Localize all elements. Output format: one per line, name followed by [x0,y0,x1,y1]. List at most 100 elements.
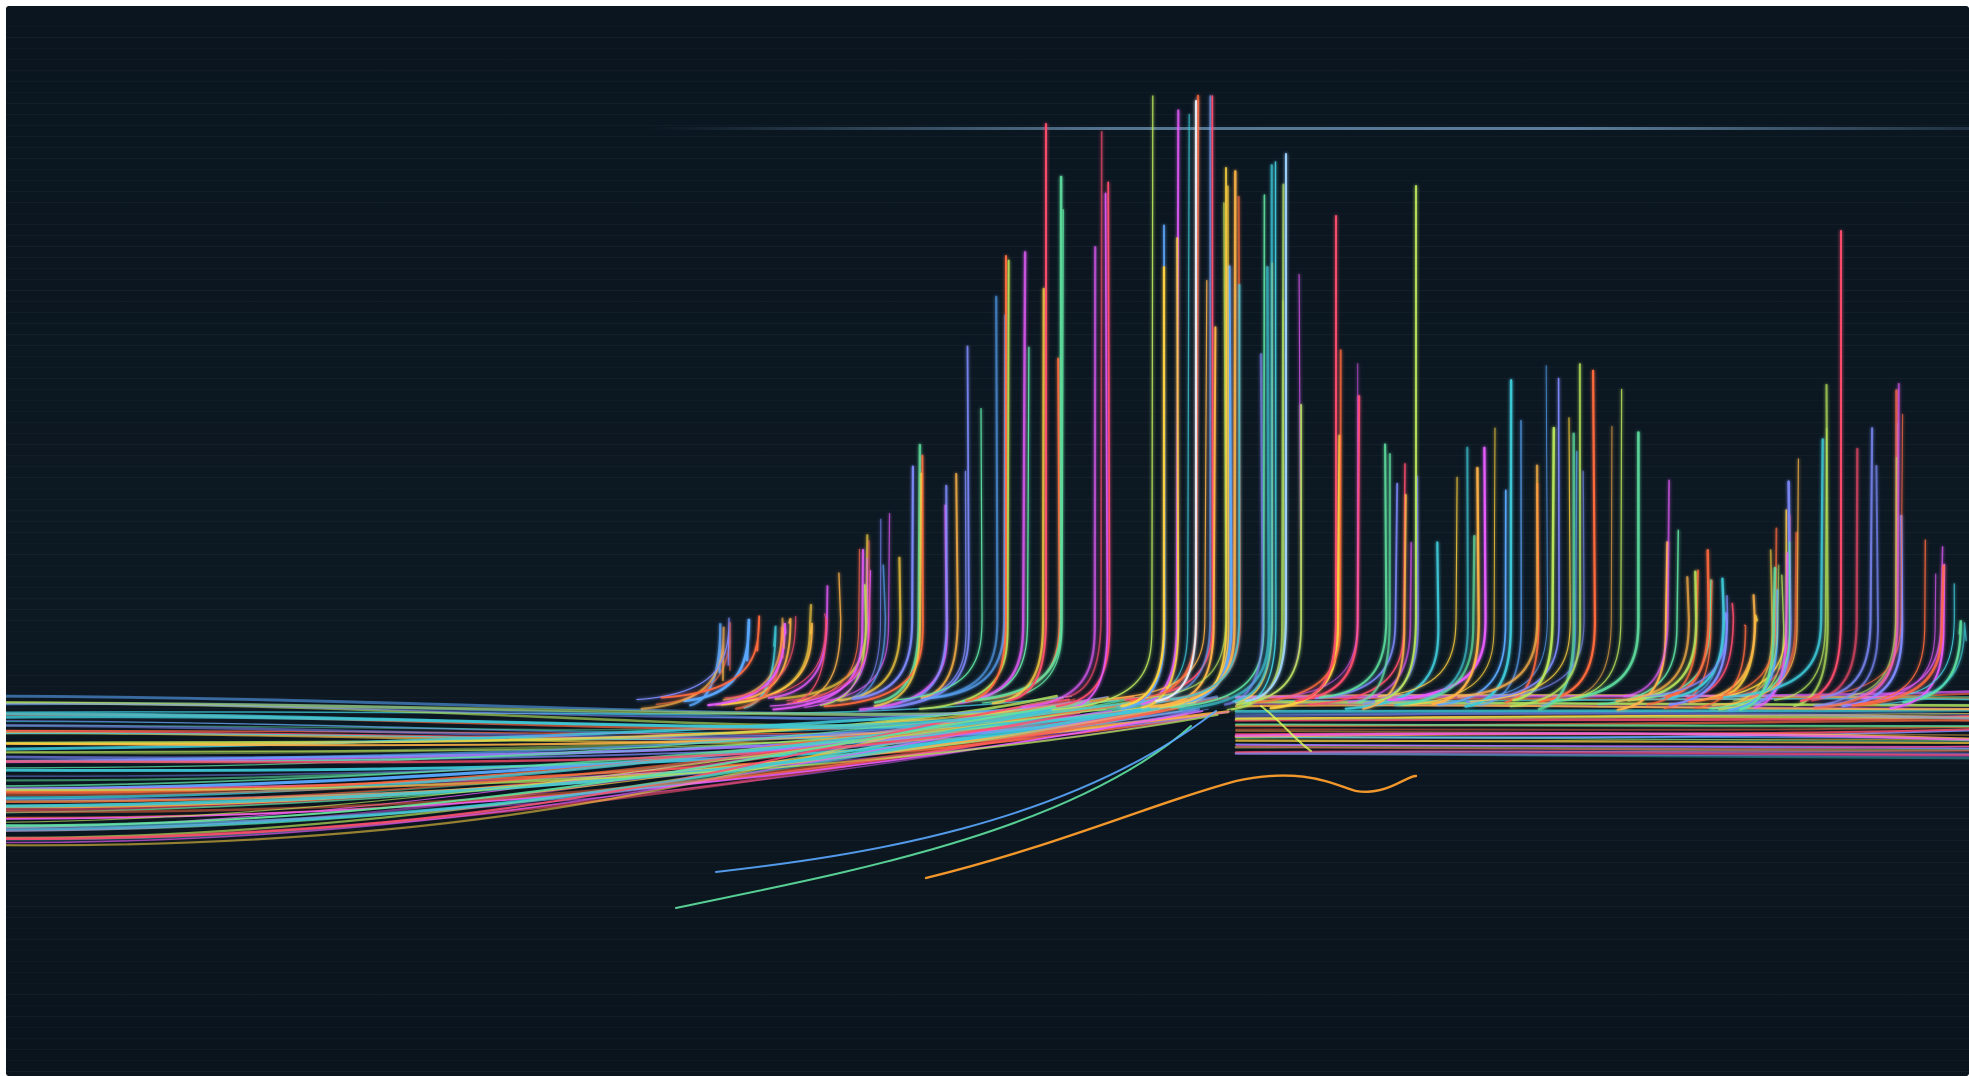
spike-line [1357,453,1391,704]
scanline [6,994,1969,995]
scanline [6,37,1969,38]
band-line [6,701,1098,728]
scanline [6,59,1969,60]
spike-line [1005,123,1047,702]
spike-line [922,295,999,700]
spike-line [1859,382,1900,698]
spike-line [1362,494,1407,710]
band-line [6,708,1107,823]
band-line [1234,708,1969,713]
spike-line [1616,541,1669,711]
scanline [6,334,1969,335]
spike-line [1159,185,1230,709]
spike-line [1537,432,1576,711]
scanline [6,1071,1969,1072]
spike-line [961,175,1063,703]
scanline [6,488,1969,489]
scanline [6,554,1969,555]
spike-line [1457,464,1539,698]
band-line [6,704,1063,731]
scanline [6,1016,1969,1017]
vertical-spikes [636,94,1967,711]
spike-line [786,540,871,702]
artwork-frame [6,6,1969,1076]
scanline [6,169,1969,170]
scanline [6,873,1969,874]
scanline [6,81,1969,82]
spike-line [1178,266,1271,711]
spike-line [1375,185,1417,702]
spike-line [640,626,725,710]
spike-line [1880,622,1967,705]
spike-line [636,617,730,701]
spike-line [1021,245,1097,709]
scanline [6,26,1969,27]
spike-line [1722,438,1824,699]
spike-line [1740,531,1798,701]
spike-line [1800,230,1842,702]
band-line [6,700,1090,827]
scanline [6,356,1969,357]
scanline [6,1049,1969,1050]
band-line [6,695,1200,804]
band-line [1234,751,1969,760]
tail-line [924,774,1418,880]
scanline [6,136,1969,137]
scanline [6,235,1969,236]
spike-line [1895,583,1955,698]
scanline [6,301,1969,302]
spike-line [737,613,827,701]
band-line [6,711,1081,764]
background [6,6,1969,1076]
scanline [6,1038,1969,1039]
light-trails-artwork [6,6,1969,1076]
scanline [6,972,1969,973]
spike-line [736,617,792,702]
scanline [6,279,1969,280]
scanline [6,323,1969,324]
tail-line [715,710,1217,873]
spike-line [1140,237,1180,709]
spike-line [823,454,924,708]
band-line [6,695,1073,715]
band-line [1234,732,1969,742]
scanlines [6,26,1969,1072]
spike-line [1164,326,1217,706]
spike-line [851,465,914,700]
scanline [6,389,1969,390]
scanline [6,664,1969,665]
scanline [6,312,1969,313]
scanline [6,499,1969,500]
scanline [6,950,1969,951]
spike-line [1401,427,1496,706]
scanline [6,257,1969,258]
scanline [6,983,1969,984]
scanline [6,1027,1969,1028]
spike-line [873,443,922,704]
spike-line [1847,456,1898,697]
scanline [6,598,1969,599]
scanline [6,917,1969,918]
tail-line [1260,705,1312,752]
band-line [1234,700,1969,707]
spike-line [1773,427,1828,701]
spike-line [850,564,887,700]
scanline [6,378,1969,379]
band-line [6,701,1086,831]
band-line [1235,745,1969,751]
scanline [6,521,1969,522]
band-line [1235,739,1969,744]
spike-line [880,345,970,710]
spike-line [1169,284,1241,701]
spike-line [1070,192,1109,709]
scanline [6,114,1969,115]
scanline [6,466,1969,467]
scanline [6,609,1969,610]
spike-line [1664,549,1710,698]
spike-line [1841,514,1904,708]
scanline [6,400,1969,401]
band-line [6,707,1097,741]
band-line [6,695,1109,719]
spike-line [1615,576,1691,703]
band-line [6,713,1219,791]
